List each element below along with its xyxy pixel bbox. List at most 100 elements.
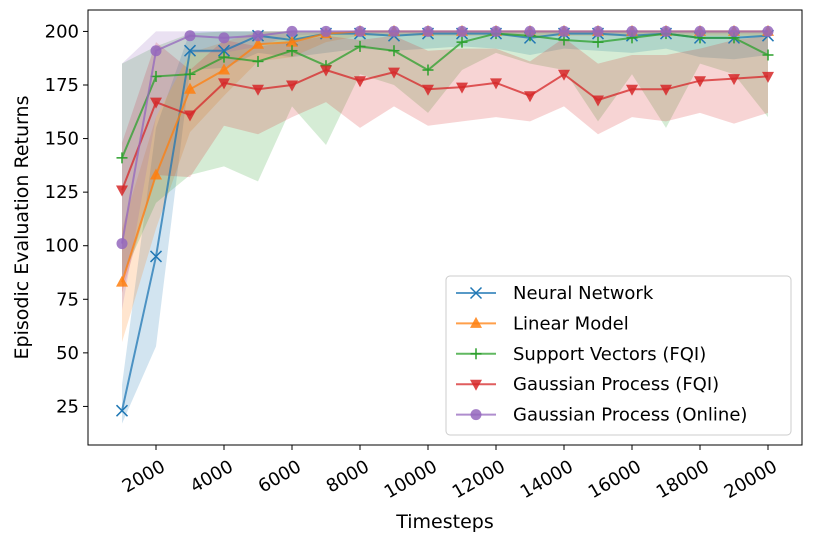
series-line-4 <box>121 30 768 244</box>
data-point-4-17 <box>694 25 706 37</box>
data-point-3-19 <box>762 71 774 83</box>
legend-label-0: Neural Network <box>513 283 654 304</box>
data-point-4-8 <box>388 25 400 37</box>
data-point-4-16 <box>660 25 672 37</box>
data-point-1-0 <box>116 275 128 287</box>
legend-marker-0-b <box>469 286 483 300</box>
data-point-4-2 <box>184 30 196 42</box>
data-point-4-14 <box>592 25 604 37</box>
x-tick-label-7: 16000 <box>585 456 645 503</box>
confidence-band-3 <box>122 35 768 293</box>
data-point-0-0 <box>115 404 129 417</box>
data-point-4-1 <box>150 45 162 57</box>
data-point-3-15 <box>626 84 638 96</box>
data-point-4-13 <box>558 25 570 37</box>
x-tick-label-3: 8000 <box>323 456 373 497</box>
data-point-1-3 <box>218 63 230 75</box>
data-point-4-9 <box>422 25 434 37</box>
data-point-3-6 <box>320 65 332 77</box>
data-point-2-2 <box>184 68 196 80</box>
data-point-3-3 <box>218 78 230 90</box>
data-point-0-2-b <box>183 44 197 57</box>
data-point-0-0-b <box>115 404 129 417</box>
data-point-3-0 <box>116 185 128 197</box>
confidence-band-2 <box>122 31 768 278</box>
legend-marker-4 <box>470 409 482 421</box>
legend-label-3: Gaussian Process (FQI) <box>513 374 719 395</box>
x-tick-label-4: 10000 <box>381 456 441 503</box>
data-point-4-12 <box>524 25 536 37</box>
x-tick-label-2: 6000 <box>255 456 305 497</box>
data-point-2-10 <box>456 36 468 48</box>
data-point-3-9 <box>422 84 434 96</box>
data-point-2-5 <box>286 45 298 57</box>
data-point-2-9 <box>422 64 434 76</box>
data-point-3-18 <box>728 74 740 86</box>
y-axis: 25 50 75 100 125 150 175 200 <box>45 21 88 417</box>
data-point-3-11 <box>490 78 502 90</box>
plot-area <box>87 9 803 446</box>
x-tick-label-8: 18000 <box>653 456 713 503</box>
legend-marker-3 <box>470 379 482 391</box>
y-tick-label-6: 175 <box>45 75 79 96</box>
y-tick-label-1: 50 <box>56 343 79 364</box>
data-point-4-18 <box>728 25 740 37</box>
confidence-band-1 <box>122 31 768 343</box>
y-tick-label-5: 150 <box>45 129 79 150</box>
plot-frame <box>87 9 803 446</box>
data-point-4-4 <box>252 30 264 42</box>
data-point-2-19 <box>762 49 774 61</box>
data-point-3-4 <box>252 84 264 96</box>
y-tick-label-7: 200 <box>45 21 79 42</box>
data-point-3-13 <box>558 69 570 81</box>
data-point-3-14 <box>592 95 604 107</box>
legend-label-4: Gaussian Process (Online) <box>513 405 747 426</box>
data-point-2-0 <box>116 152 128 164</box>
data-point-4-6 <box>320 25 332 37</box>
data-point-1-5 <box>286 35 298 47</box>
data-point-3-10 <box>456 82 468 94</box>
x-tick-label-6: 14000 <box>517 456 577 503</box>
data-point-4-3 <box>218 32 230 44</box>
data-point-2-7 <box>354 40 366 52</box>
data-point-2-3 <box>218 51 230 63</box>
series-line-3 <box>121 68 769 191</box>
data-point-0-1-b <box>149 250 163 263</box>
data-point-3-17 <box>694 76 706 88</box>
x-axis-label: Timesteps <box>395 511 494 533</box>
x-tick-label-5: 12000 <box>449 456 509 503</box>
data-point-4-19 <box>762 25 774 37</box>
data-point-0-2 <box>183 44 197 57</box>
data-point-1-2 <box>184 82 196 94</box>
data-point-4-5 <box>286 25 298 37</box>
legend-marker-1 <box>470 316 482 328</box>
legend-marker-0 <box>469 286 483 300</box>
legend-label-1: Linear Model <box>513 313 629 334</box>
data-point-4-11 <box>490 25 502 37</box>
x-tick-label-1: 4000 <box>187 456 237 497</box>
data-point-4-15 <box>626 25 638 37</box>
legend: Neural Network Linear Model Support Vector… <box>445 275 792 436</box>
data-point-4-7 <box>354 25 366 37</box>
data-point-3-8 <box>388 67 400 79</box>
data-point-3-1 <box>150 97 162 109</box>
y-tick-label-0: 25 <box>56 396 79 417</box>
data-point-1-4 <box>252 37 264 49</box>
y-tick-label-3: 100 <box>45 236 79 257</box>
data-point-2-4 <box>252 55 264 67</box>
data-point-4-10 <box>456 25 468 37</box>
data-point-3-2 <box>184 110 196 122</box>
data-point-3-16 <box>660 84 672 96</box>
data-point-0-3-b <box>217 44 231 57</box>
data-point-3-12 <box>524 91 536 103</box>
data-point-2-8 <box>388 45 400 57</box>
x-axis: 2000 4000 6000 8000 10000 12000 14000 16000 1800… <box>119 445 781 503</box>
x-tick-label-0: 2000 <box>119 456 169 497</box>
legend-box <box>445 275 792 436</box>
y-tick-label-4: 125 <box>45 182 79 203</box>
legend-label-2: Support Vectors (FQI) <box>513 344 706 365</box>
data-point-2-14 <box>592 36 604 48</box>
data-point-3-5 <box>286 80 298 92</box>
x-tick-label-9: 20000 <box>721 456 781 503</box>
y-tick-label-2: 75 <box>56 289 79 310</box>
